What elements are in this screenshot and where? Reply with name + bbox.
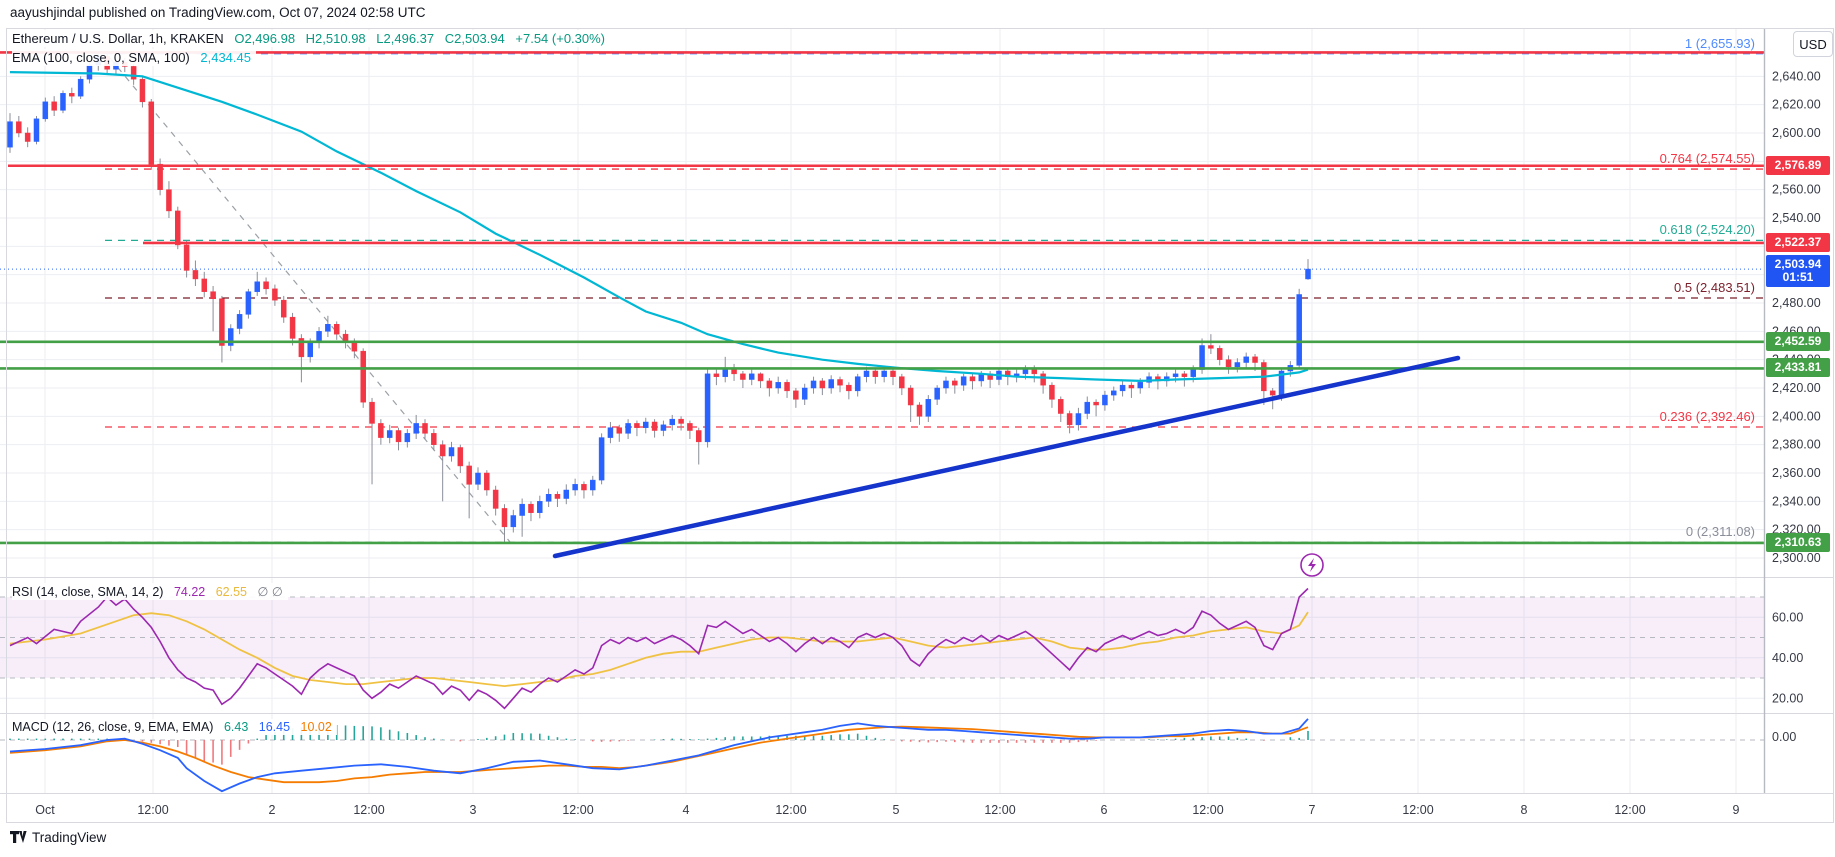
fib-baseline-diagonal[interactable] <box>109 57 516 549</box>
svg-text:20.00: 20.00 <box>1772 691 1803 705</box>
last-price-value: 2,503.94 <box>1774 257 1822 271</box>
svg-text:4: 4 <box>683 803 690 817</box>
svg-text:2,340.00: 2,340.00 <box>1772 494 1821 508</box>
currency-button[interactable]: USD <box>1793 31 1833 57</box>
ohlc-close: C2,503.94 <box>444 31 505 46</box>
fib-label-05: 0.5 (2,483.51) <box>1674 280 1755 295</box>
svg-text:9: 9 <box>1733 803 1740 817</box>
svg-text:7: 7 <box>1309 803 1316 817</box>
rsi-plot <box>9 587 1309 710</box>
svg-text:2,620.00: 2,620.00 <box>1772 98 1821 112</box>
svg-text:0.00: 0.00 <box>1772 730 1796 744</box>
macd-line-value: 16.45 <box>258 720 291 734</box>
svg-text:2,540.00: 2,540.00 <box>1772 211 1821 225</box>
rsi-legend[interactable]: RSI (14, close, SMA, 14, 2) 74.22 62.55 … <box>12 583 288 600</box>
ohlc-high: H2,510.98 <box>305 31 366 46</box>
svg-text:12:00: 12:00 <box>562 803 593 817</box>
svg-text:2,600.00: 2,600.00 <box>1772 126 1821 140</box>
fib-label-0618: 0.618 (2,524.20) <box>1659 222 1755 237</box>
rsi-smooth-line <box>9 611 1309 688</box>
svg-text:5: 5 <box>893 803 900 817</box>
rsi-main-line <box>9 587 1309 710</box>
svg-text:12:00: 12:00 <box>137 803 168 817</box>
tradingview-logo-text: TradingView <box>32 830 107 845</box>
rsi-empty-values: ∅ ∅ <box>257 585 283 599</box>
svg-text:2,400.00: 2,400.00 <box>1772 409 1821 423</box>
rsi-value: 74.22 <box>173 585 206 599</box>
svg-text:2,380.00: 2,380.00 <box>1772 438 1821 452</box>
svg-text:2,640.00: 2,640.00 <box>1772 69 1821 83</box>
svg-text:12:00: 12:00 <box>1614 803 1645 817</box>
tradingview-logo-icon <box>10 831 27 843</box>
svg-text:12:00: 12:00 <box>1192 803 1223 817</box>
macd-line <box>9 718 1309 793</box>
ema-overlay <box>9 71 1309 383</box>
svg-text:40.00: 40.00 <box>1772 651 1803 665</box>
svg-text:3: 3 <box>470 803 477 817</box>
ema-label: EMA (100, close, 0, SMA, 100) <box>12 50 190 65</box>
price-badge-resistance-2: 2,522.37 <box>1766 233 1830 252</box>
price-badge-last-price: 2,503.94 01:51 <box>1766 255 1830 287</box>
bar-countdown: 01:51 <box>1782 270 1814 284</box>
svg-text:60.00: 60.00 <box>1772 610 1803 624</box>
rsi-label: RSI (14, close, SMA, 14, 2) <box>12 585 164 599</box>
svg-text:12:00: 12:00 <box>1402 803 1433 817</box>
svg-text:12:00: 12:00 <box>984 803 1015 817</box>
svg-text:12:00: 12:00 <box>775 803 806 817</box>
symbol-legend[interactable]: Ethereum / U.S. Dollar, 1h, KRAKEN O2,49… <box>12 30 611 47</box>
svg-text:Oct: Oct <box>35 803 55 817</box>
price-badge-support-3: 2,310.63 <box>1766 533 1830 552</box>
svg-text:2,420.00: 2,420.00 <box>1772 381 1821 395</box>
price-badge-support-1: 2,452.59 <box>1766 332 1830 351</box>
rsi-smooth-value: 62.55 <box>215 585 247 599</box>
macd-hist-value: 6.43 <box>223 720 249 734</box>
ohlc-open: O2,496.98 <box>234 31 296 46</box>
fib-retracement-lines[interactable] <box>105 53 1764 543</box>
svg-text:2,360.00: 2,360.00 <box>1772 466 1821 480</box>
macd-plot <box>9 718 1309 793</box>
tradingview-logo[interactable]: TradingView <box>10 829 106 846</box>
svg-text:12:00: 12:00 <box>353 803 384 817</box>
rsi-band <box>0 596 1764 741</box>
ohlc-change: +7.54 (+0.30%) <box>515 31 606 46</box>
svg-text:8: 8 <box>1521 803 1528 817</box>
panel-separators <box>0 28 1834 823</box>
time-axis[interactable]: Oct 12:00 2 12:00 3 12:00 4 12:00 5 12:00 6 12:00 7 1… <box>35 803 1739 817</box>
macd-label: MACD (12, 26, close, 9, EMA, EMA) <box>12 720 214 734</box>
fib-label-1: 1 (2,655.93) <box>1684 36 1755 51</box>
price-badge-support-2: 2,433.81 <box>1766 358 1830 377</box>
symbol-title: Ethereum / U.S. Dollar, 1h, KRAKEN <box>12 31 224 46</box>
grid-lines <box>0 28 1764 793</box>
fib-label-0: 0 (2,311.08) <box>1685 524 1755 539</box>
price-badge-resistance-1: 2,576.89 <box>1766 156 1830 175</box>
svg-text:2: 2 <box>269 803 276 817</box>
ema-value: 2,434.45 <box>200 50 251 65</box>
ohlc-low: L2,496.37 <box>376 31 435 46</box>
macd-signal-value: 10.02 <box>300 720 332 734</box>
ema-line <box>9 71 1309 383</box>
fib-label-0236: 0.236 (2,392.46) <box>1659 409 1755 424</box>
svg-text:6: 6 <box>1101 803 1108 817</box>
macd-legend[interactable]: MACD (12, 26, close, 9, EMA, EMA) 6.43 1… <box>12 719 337 735</box>
fib-label-0764: 0.764 (2,574.55) <box>1659 151 1755 166</box>
svg-text:2,560.00: 2,560.00 <box>1772 183 1821 197</box>
horizontal-level-lines[interactable] <box>0 51 1764 545</box>
ema-legend[interactable]: EMA (100, close, 0, SMA, 100) 2,434.45 <box>12 49 256 66</box>
lightning-marker <box>1300 553 1324 577</box>
ascending-trendline[interactable] <box>552 355 1461 559</box>
svg-text:2,480.00: 2,480.00 <box>1772 296 1821 310</box>
published-header: aayushjindal published on TradingView.co… <box>10 5 426 20</box>
svg-text:2,300.00: 2,300.00 <box>1772 551 1821 565</box>
